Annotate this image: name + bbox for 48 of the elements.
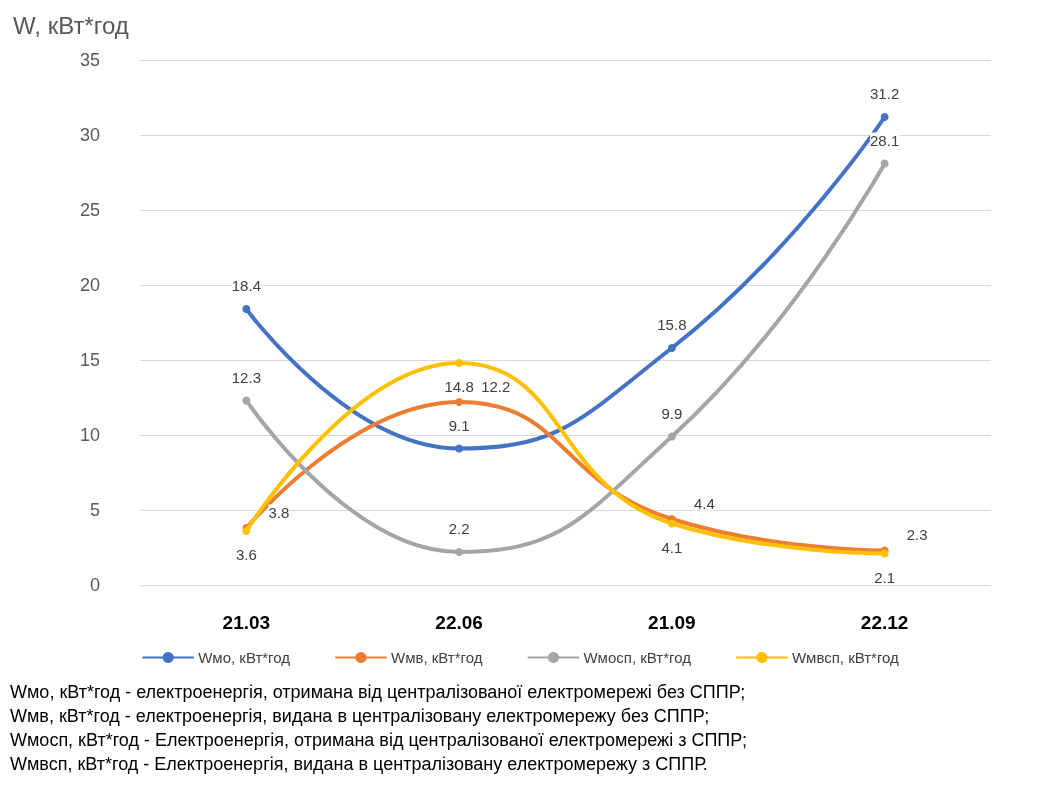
point: [667, 519, 676, 528]
point: [455, 444, 464, 453]
y-tick-label: 5: [89, 500, 100, 520]
x-tick-label: 22.12: [860, 612, 909, 633]
y-tick-label: 35: [79, 50, 100, 70]
x-tick-label: 21.03: [222, 612, 271, 633]
data-label: 2.1: [874, 568, 896, 586]
data-label: 9.1: [448, 416, 470, 434]
text: Wмвсп, кВт*год - Електроенергія, видана в централізовану електромережу з СППР.: [10, 753, 709, 776]
point: [880, 113, 889, 121]
data-label: 12.2: [481, 377, 511, 395]
point: [242, 396, 251, 405]
x-tick-label: 21.09: [648, 612, 696, 633]
data-label: 4.4: [693, 494, 715, 512]
y-tick-label: 25: [79, 200, 100, 220]
point: [667, 432, 676, 441]
data-label: 28.1: [870, 131, 900, 149]
point: [455, 548, 464, 556]
y-tick-label: 30: [79, 125, 100, 145]
point: [880, 159, 889, 168]
data-label: 12.3: [231, 368, 261, 386]
point: [242, 305, 251, 313]
data-label: 4.1: [661, 538, 683, 556]
data-label: 9.9: [661, 404, 683, 422]
text: Wмв, кВт*год - електроенергія, видана в централізовану електромережу без СППР;: [10, 705, 711, 728]
data-label: 18.4: [231, 277, 261, 294]
legend-label: Wмосп, кВт*год: [583, 649, 692, 666]
y-tick-label: 0: [89, 575, 100, 595]
y-tick-label: 10: [79, 425, 100, 445]
point: [455, 398, 464, 406]
y-tick-label: 20: [79, 275, 100, 295]
data-label: 2.2: [448, 520, 470, 537]
x-tick-label: 22.06: [435, 612, 483, 633]
legend-label: Wмо, кВт*год: [198, 649, 291, 666]
data-label: 15.8: [657, 316, 687, 333]
text: Wмо, кВт*год - електроенергія, отримана від централізованої електромережі без СППР;: [10, 681, 747, 704]
y-axis-title: W, кВт*год: [13, 11, 129, 39]
data-label: 2.3: [906, 526, 928, 543]
data-label: 3.8: [268, 503, 290, 521]
point: [667, 344, 676, 352]
text: Wмосп, кВт*год - Електроенергія, отримана від централізованої електромережі з СППР;: [10, 729, 748, 752]
legend-label: Wмв, кВт*год: [391, 649, 483, 666]
y-tick-label: 15: [79, 350, 100, 370]
data-label: 14.8: [444, 378, 474, 395]
data-label: 3.6: [235, 546, 257, 563]
point: [455, 359, 464, 367]
data-label: 31.2: [870, 85, 900, 102]
legend-label: Wмвсп, кВт*год: [791, 649, 900, 666]
